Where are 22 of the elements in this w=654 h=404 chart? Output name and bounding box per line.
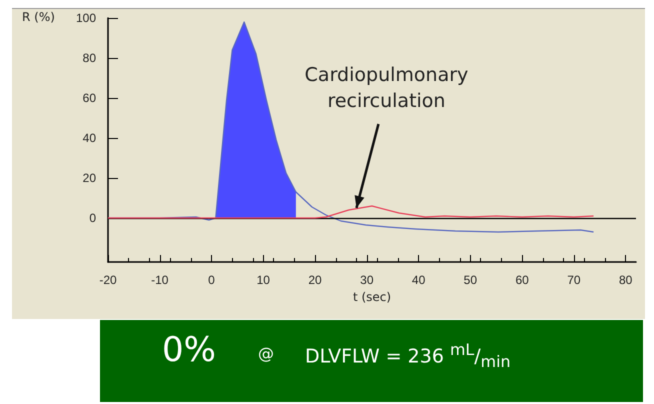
line-series: [107, 205, 594, 219]
x-tick-label: 0: [208, 273, 216, 287]
x-axis-title: t (sec): [352, 290, 392, 304]
y-tick-label: 40: [82, 131, 96, 145]
annotation: Cardiopulmonary recirculation: [304, 63, 470, 114]
x-tick-label: 80: [618, 273, 633, 287]
y-tick-label: 60: [82, 91, 96, 105]
y-tick-label: 0: [89, 211, 96, 225]
x-tick-label: 20: [308, 273, 322, 287]
x-tick-label: 10: [256, 273, 270, 287]
x-tick-label: 30: [360, 273, 374, 287]
x-tick-label: -10: [151, 273, 169, 287]
x-tick-label: 50: [464, 273, 478, 287]
y-tick-label: 80: [82, 51, 96, 65]
y-tick-label: 20: [82, 171, 96, 185]
y-axis-title: R (%): [22, 10, 55, 24]
x-tick-label: 40: [412, 273, 426, 287]
status-panel: 0% @ DLVFLW = 236 $^{mL}$/$_{min}$: [100, 320, 643, 402]
y-tick-label: 100: [76, 11, 96, 25]
x-tick-label: 70: [567, 273, 581, 287]
x-tick-label: -20: [99, 273, 117, 287]
x-tick-label: 60: [515, 273, 530, 287]
